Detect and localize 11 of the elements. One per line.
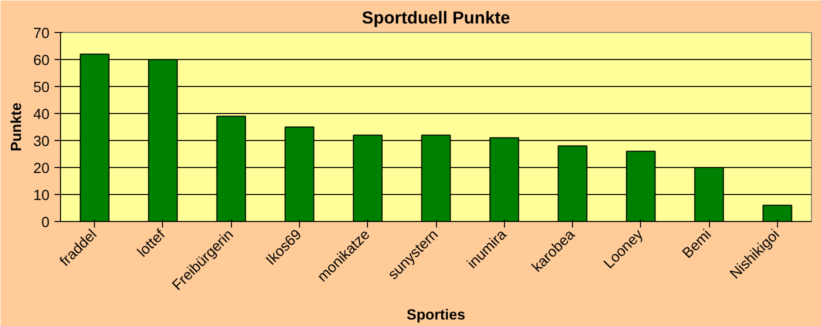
chart-title: Sportduell Punkte xyxy=(362,8,510,28)
y-tick-label: 0 xyxy=(41,215,50,231)
y-axis-title: Punkte xyxy=(9,102,26,152)
y-tick-label: 40 xyxy=(33,107,50,123)
y-tick-label: 60 xyxy=(33,53,50,69)
y-tick-label: 70 xyxy=(33,26,50,42)
y-tick-label: 10 xyxy=(33,188,50,204)
y-tick-label: 50 xyxy=(33,80,50,96)
x-axis-title: Sporties xyxy=(406,308,466,324)
y-tick-label: 30 xyxy=(33,134,50,150)
y-tick-label: 20 xyxy=(33,161,50,177)
